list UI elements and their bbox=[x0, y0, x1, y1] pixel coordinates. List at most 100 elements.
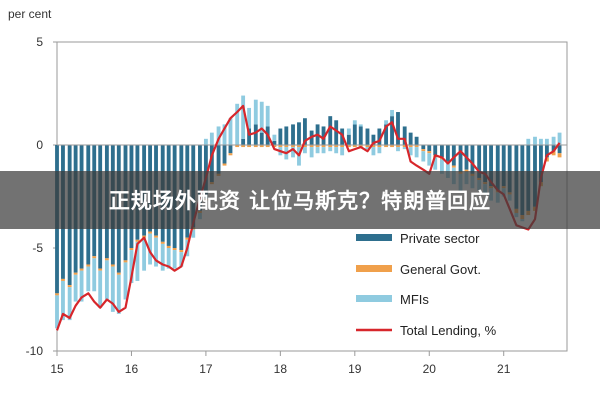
private-sector-bar bbox=[421, 145, 426, 150]
legend: Private sector General Govt. MFIs Total … bbox=[356, 231, 497, 338]
mfi-bar bbox=[79, 270, 84, 302]
general-govt-bar bbox=[185, 237, 190, 240]
general-govt-bar bbox=[86, 264, 91, 267]
private-sector-bar bbox=[297, 122, 301, 145]
mfi-bar bbox=[222, 124, 227, 145]
general-govt-bar bbox=[557, 153, 562, 158]
private-sector-bar bbox=[501, 145, 506, 187]
mfi-bar bbox=[533, 136, 537, 145]
general-govt-bar bbox=[346, 145, 351, 148]
private-sector-bar bbox=[346, 134, 351, 145]
y-tick-label: 0 bbox=[36, 138, 43, 152]
general-govt-bar bbox=[79, 268, 84, 271]
mfi-bar bbox=[414, 147, 419, 158]
mfi-bar bbox=[346, 128, 351, 135]
private-sector-bar bbox=[209, 145, 214, 183]
general-govt-bar bbox=[160, 241, 165, 244]
mfi-bar bbox=[557, 132, 562, 145]
x-tick-label: 21 bbox=[497, 362, 511, 376]
private-sector-bar bbox=[408, 132, 413, 145]
x-tick-label: 15 bbox=[50, 362, 64, 376]
mfi-bar bbox=[328, 147, 333, 152]
general-govt-bar bbox=[340, 145, 345, 148]
general-govt-bar bbox=[166, 245, 171, 248]
private-sector-bar bbox=[489, 145, 493, 187]
private-sector-bar bbox=[228, 145, 233, 154]
general-govt-bar bbox=[265, 145, 270, 148]
general-govt-bar bbox=[309, 145, 314, 148]
legend-swatch-mfis bbox=[356, 295, 392, 302]
private-sector-bar bbox=[445, 145, 450, 162]
mfi-bar bbox=[384, 120, 389, 125]
private-sector-bar bbox=[495, 145, 500, 191]
mfi-bar bbox=[73, 274, 78, 302]
mfi-bar bbox=[265, 105, 270, 127]
general-govt-bar bbox=[321, 145, 326, 148]
private-sector-bar bbox=[278, 128, 283, 145]
general-govt-bar bbox=[104, 258, 109, 261]
private-sector-bar bbox=[458, 145, 463, 172]
private-sector-bar bbox=[507, 145, 512, 193]
private-sector-bar bbox=[303, 118, 307, 145]
mfi-bar bbox=[209, 132, 214, 145]
private-sector-bar bbox=[291, 124, 295, 145]
general-govt-bar bbox=[291, 145, 295, 148]
private-sector-bar bbox=[433, 145, 438, 156]
private-sector-bar bbox=[477, 145, 482, 178]
mfi-bar bbox=[67, 287, 72, 321]
general-govt-bar bbox=[303, 145, 307, 148]
private-sector-bar bbox=[396, 112, 400, 145]
x-tick-label: 18 bbox=[274, 362, 288, 376]
mfi-bar bbox=[166, 248, 171, 269]
x-tick-label: 17 bbox=[199, 362, 213, 376]
private-sector-bar bbox=[259, 132, 264, 145]
private-sector-bar bbox=[247, 128, 252, 145]
y-tick-label: -10 bbox=[26, 344, 44, 358]
x-axis: 15 16 17 18 19 20 21 bbox=[50, 351, 511, 376]
private-sector-bar bbox=[377, 128, 382, 145]
mfi-bar bbox=[253, 99, 258, 125]
mfi-bar bbox=[303, 147, 307, 154]
general-govt-bar bbox=[371, 145, 376, 148]
general-govt-bar bbox=[222, 163, 227, 166]
general-govt-bar bbox=[334, 145, 339, 148]
general-govt-bar bbox=[451, 165, 456, 168]
mfi-bar bbox=[160, 243, 165, 271]
mfi-bar bbox=[358, 124, 363, 127]
mfi-bar bbox=[544, 138, 549, 145]
mfi-bar bbox=[92, 258, 97, 292]
general-govt-bar bbox=[464, 169, 469, 172]
mfi-bar bbox=[272, 134, 277, 141]
mfi-bar bbox=[154, 237, 158, 267]
legend-label-private-sector: Private sector bbox=[400, 231, 480, 246]
private-sector-bar bbox=[451, 145, 456, 166]
general-govt-bar bbox=[253, 145, 258, 148]
mfi-bar bbox=[321, 147, 326, 154]
mfi-bar bbox=[110, 266, 115, 312]
private-sector-bar bbox=[390, 116, 394, 145]
general-govt-bar bbox=[396, 145, 400, 148]
mfi-bar bbox=[291, 147, 295, 158]
mfi-bar bbox=[334, 147, 339, 154]
general-govt-bar bbox=[247, 145, 252, 148]
legend-swatch-private-sector bbox=[356, 234, 392, 241]
mfi-bar bbox=[445, 163, 450, 178]
private-sector-bar bbox=[483, 145, 488, 183]
legend-label-general-govt: General Govt. bbox=[400, 262, 481, 277]
general-govt-bar bbox=[148, 231, 152, 234]
mfi-bar bbox=[228, 118, 233, 145]
headline-banner: 正规场外配资 让位马斯克？特朗普回应 bbox=[0, 171, 600, 229]
general-govt-bar bbox=[402, 145, 407, 148]
headline-text: 正规场外配资 让位马斯克？特朗普回应 bbox=[108, 189, 492, 213]
mfi-bar bbox=[98, 270, 103, 308]
general-govt-bar bbox=[352, 145, 357, 148]
mfi-bar bbox=[203, 138, 208, 145]
mfi-bar bbox=[371, 147, 376, 156]
private-sector-bar bbox=[328, 116, 333, 145]
private-sector-bar bbox=[241, 138, 246, 145]
mfi-bar bbox=[427, 153, 432, 166]
mfi-bar bbox=[61, 280, 65, 321]
general-govt-bar bbox=[67, 285, 72, 288]
general-govt-bar bbox=[98, 268, 103, 271]
general-govt-bar bbox=[92, 256, 97, 259]
